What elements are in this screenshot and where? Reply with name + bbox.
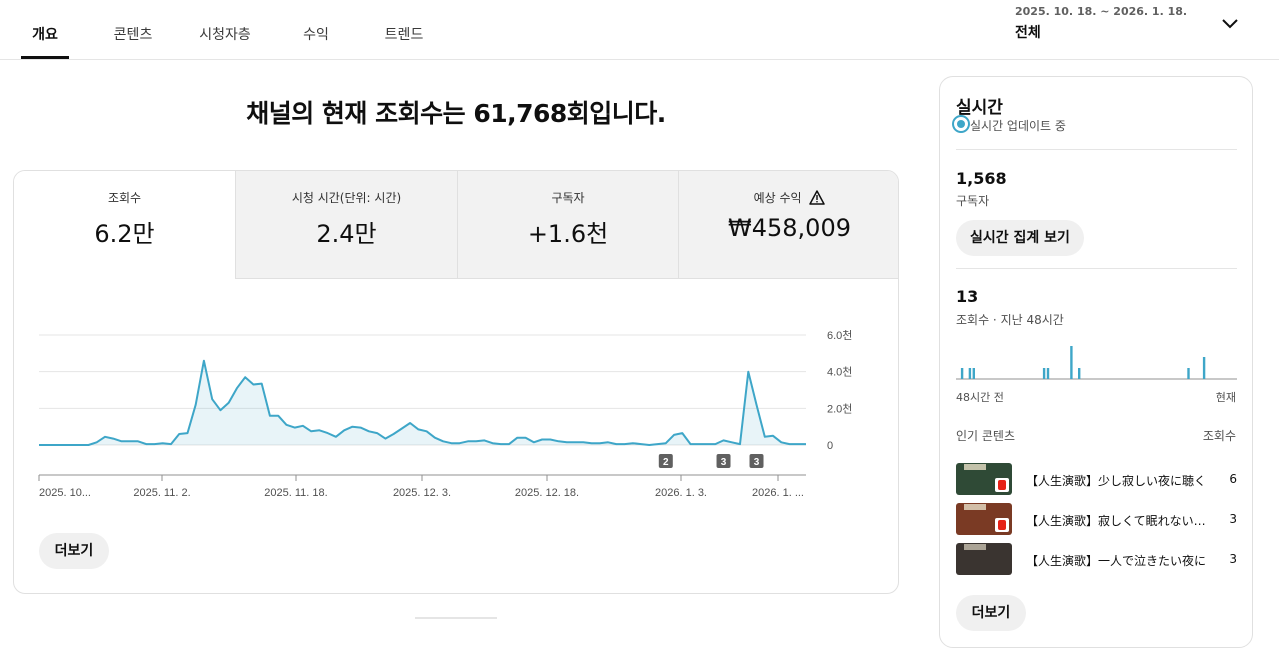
- metric-subscribers[interactable]: 구독자 +1.6천: [457, 171, 678, 279]
- metric-label: 예상 수익: [753, 191, 802, 205]
- subscriber-label: 구독자: [956, 194, 990, 208]
- x-tick-label: 2025. 12. 18.: [515, 487, 579, 499]
- realtime-card: 실시간 실시간 업데이트 중 1,568 구독자 실시간 집계 보기 13 조회…: [939, 76, 1253, 648]
- realtime-bar: [972, 368, 975, 379]
- views-chart[interactable]: 6.0천 4.0천 2.0천 0 2025. 10... 2025. 11. 2. 2025…: [14, 311, 899, 511]
- realtime-bar: [1202, 357, 1206, 379]
- metric-tabs: 조회수 6.2만 시청 시간(단위: 시간) 2.4만 구독자 +1.6천 예상…: [14, 171, 898, 279]
- video-thumbnail: [956, 503, 1012, 535]
- video-views: 3: [1229, 552, 1237, 566]
- tab-overview[interactable]: 개요: [32, 27, 58, 43]
- realtime-bar: [968, 368, 972, 379]
- list-item[interactable]: 【人生演歌】一人で泣きたい夜に 3: [956, 543, 1237, 577]
- video-views: 6: [1229, 472, 1237, 486]
- video-title: 【人生演歌】一人で泣きたい夜に: [1026, 554, 1206, 568]
- series-line: [39, 359, 806, 446]
- y-tick-label: 2.0천: [827, 401, 852, 415]
- realtime-more-button[interactable]: 더보기: [956, 595, 1026, 631]
- video-title: 【人生演歌】少し寂しい夜に聴く: [1026, 474, 1206, 488]
- x-tick-label: 2025. 10...: [39, 487, 91, 499]
- metric-value: +1.6천: [527, 220, 609, 248]
- metric-revenue[interactable]: 예상 수익 ₩458,009: [678, 171, 898, 279]
- analytics-card: 조회수 6.2만 시청 시간(단위: 시간) 2.4만 구독자 +1.6천 예상…: [13, 170, 899, 594]
- tab-revenue[interactable]: 수익: [303, 27, 329, 43]
- tab-content[interactable]: 콘텐츠: [113, 27, 153, 43]
- realtime-bar: [1187, 368, 1190, 379]
- video-title: 【人生演歌】寂しくて眠れない夜に: [1026, 514, 1206, 528]
- chevron-down-icon[interactable]: [1220, 14, 1240, 34]
- shorts-icon: [995, 518, 1009, 532]
- x-tick-label: 2026. 1. 3.: [655, 487, 707, 499]
- tab-audience[interactable]: 시청자층: [199, 27, 251, 43]
- subscriber-count: 1,568: [956, 169, 1007, 188]
- realtime-bar: [1070, 346, 1073, 379]
- metric-label: 구독자: [551, 191, 585, 205]
- realtime-aggregate-button[interactable]: 실시간 집계 보기: [956, 220, 1084, 256]
- metric-label-row: 예상 수익: [679, 189, 898, 206]
- top-nav: 개요 콘텐츠 시청자층 수익 트렌드 2025. 10. 18. ~ 2026.…: [0, 0, 1279, 60]
- y-tick-label: 4.0천: [827, 365, 852, 379]
- realtime-views-chart[interactable]: [956, 335, 1237, 381]
- x-tick-label: 2026. 1. ...: [752, 487, 804, 499]
- realtime-bar: [1042, 368, 1046, 379]
- metric-views[interactable]: 조회수 6.2만: [14, 171, 235, 279]
- event-marker-label: 3: [754, 457, 760, 468]
- realtime-axis-end: 현재: [1215, 391, 1236, 404]
- list-item[interactable]: 【人生演歌】少し寂しい夜に聴く 6: [956, 463, 1237, 497]
- x-tick-label: 2025. 11. 18.: [264, 487, 327, 499]
- popular-content-label: 인기 콘텐츠: [956, 429, 1016, 443]
- more-button[interactable]: 더보기: [39, 533, 109, 569]
- video-thumbnail: [956, 543, 1012, 575]
- list-item[interactable]: 【人生演歌】寂しくて眠れない夜に 3: [956, 503, 1237, 537]
- tab-trends[interactable]: 트렌드: [384, 27, 424, 43]
- y-tick-label: 0: [827, 440, 833, 452]
- realtime-bar: [960, 368, 964, 379]
- metric-value: 2.4만: [316, 220, 377, 248]
- metric-label: 조회수: [107, 191, 142, 205]
- series-area: [39, 360, 806, 445]
- date-scope-text[interactable]: 전체: [1015, 25, 1041, 41]
- metric-value: 6.2만: [94, 220, 155, 248]
- realtime-views-count: 13: [956, 287, 979, 306]
- warning-icon[interactable]: [809, 190, 826, 205]
- y-tick-label: 6.0천: [827, 328, 852, 342]
- x-tick-label: 2025. 11. 2.: [133, 487, 190, 499]
- realtime-axis-start: 48시간 전: [956, 391, 1004, 404]
- event-marker-label: 3: [721, 457, 727, 468]
- active-tab-indicator: [21, 56, 69, 59]
- realtime-bar: [1046, 368, 1050, 379]
- event-marker: [658, 454, 673, 468]
- event-marker: [716, 454, 731, 468]
- video-thumbnail: [956, 463, 1012, 495]
- views-column-label: 조회수: [1202, 429, 1236, 443]
- scroll-indicator: [415, 617, 497, 619]
- realtime-views-label: 조회수 · 지난 48시간: [956, 313, 1064, 327]
- divider: [956, 268, 1237, 269]
- realtime-bar: [1078, 368, 1081, 379]
- realtime-title: 실시간: [956, 98, 1003, 118]
- date-range-text[interactable]: 2025. 10. 18. ~ 2026. 1. 18.: [1015, 5, 1188, 18]
- metric-value: ₩458,009: [728, 214, 851, 242]
- x-tick-label: 2025. 12. 3.: [393, 487, 451, 499]
- event-marker-label: 2: [663, 457, 669, 468]
- live-indicator-icon: [952, 115, 970, 133]
- realtime-status: 실시간 업데이트 중: [970, 119, 1066, 133]
- divider: [956, 149, 1237, 150]
- video-views: 3: [1229, 512, 1237, 526]
- metric-watch-time[interactable]: 시청 시간(단위: 시간) 2.4만: [235, 171, 457, 279]
- shorts-icon: [995, 478, 1009, 492]
- page-title: 채널의 현재 조회수는 61,768회입니다.: [246, 99, 666, 128]
- event-marker: [749, 454, 764, 468]
- metric-label: 시청 시간(단위: 시간): [291, 191, 402, 205]
